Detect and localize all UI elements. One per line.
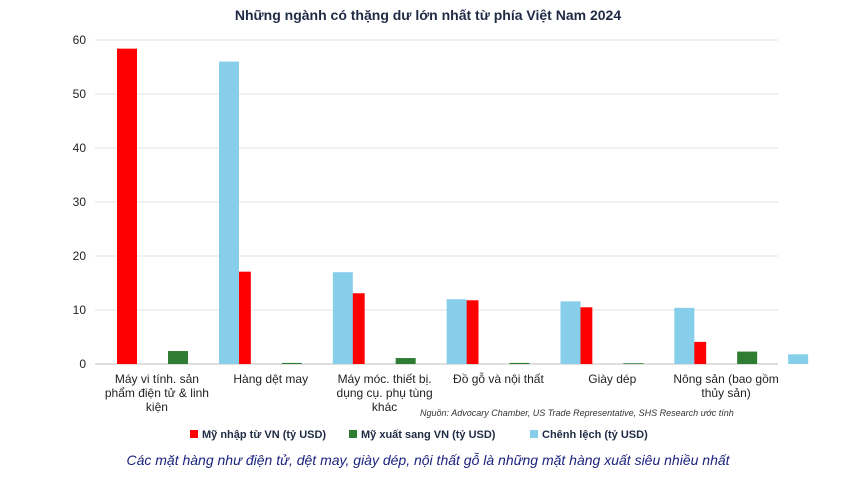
gridlines xyxy=(95,39,778,365)
y-tick-label: 30 xyxy=(73,195,87,209)
category-labels: Máy vi tính. sản phẩm điện tử & linh kiện H… xyxy=(105,371,779,414)
bar xyxy=(395,358,416,364)
category-label: Đồ gỗ và nội thất xyxy=(453,371,544,386)
category-label: Hàng dệt may xyxy=(233,372,308,386)
y-tick-label: 20 xyxy=(73,249,87,263)
y-tick-label: 50 xyxy=(73,87,87,101)
bar-chart: Những ngành có thặng dư lớn nhất từ phía… xyxy=(73,7,809,441)
bars xyxy=(117,48,809,364)
legend-label: Mỹ nhập từ VN (tỷ USD) xyxy=(202,429,326,441)
figure-caption: Các mặt hàng như điện tử, dệt may, giày … xyxy=(126,452,730,468)
category-label: Nông sản (bao gồm thủy sản) xyxy=(673,372,778,400)
legend: Mỹ nhập từ VN (tỷ USD) Mỹ xuất sang VN (t… xyxy=(190,429,648,441)
y-tick-label: 40 xyxy=(73,141,87,155)
category-label: Máy móc. thiết bị. dụng cụ. phụ tùng khác xyxy=(337,372,433,414)
y-tick-label: 0 xyxy=(79,357,86,371)
y-tick-label: 60 xyxy=(73,33,87,47)
category-label: Máy vi tính. sản phẩm điện tử & linh kiện xyxy=(105,372,209,414)
legend-label: Chênh lệch (tỷ USD) xyxy=(542,429,648,441)
y-tick-label: 10 xyxy=(73,303,87,317)
bar xyxy=(560,301,581,364)
bar xyxy=(219,61,239,364)
category-label: Giày dép xyxy=(588,372,636,386)
source-note: Nguồn: Advocary Chamber, US Trade Repres… xyxy=(420,408,734,418)
bar xyxy=(281,362,302,364)
legend-label: Mỹ xuất sang VN (tỷ USD) xyxy=(361,429,496,441)
chart-title: Những ngành có thặng dư lớn nhất từ phía… xyxy=(235,7,621,23)
bar xyxy=(117,48,137,364)
legend-swatch xyxy=(349,430,357,438)
bar xyxy=(737,351,758,364)
bar xyxy=(446,299,467,364)
bar xyxy=(674,307,695,364)
legend-swatch xyxy=(190,430,198,438)
legend-swatch xyxy=(530,430,538,438)
bar xyxy=(168,351,188,364)
y-axis-ticks: 0 10 20 30 40 50 60 xyxy=(73,33,87,371)
bar xyxy=(332,272,353,364)
bar xyxy=(623,363,644,364)
bar xyxy=(509,362,530,364)
bar xyxy=(788,354,809,364)
